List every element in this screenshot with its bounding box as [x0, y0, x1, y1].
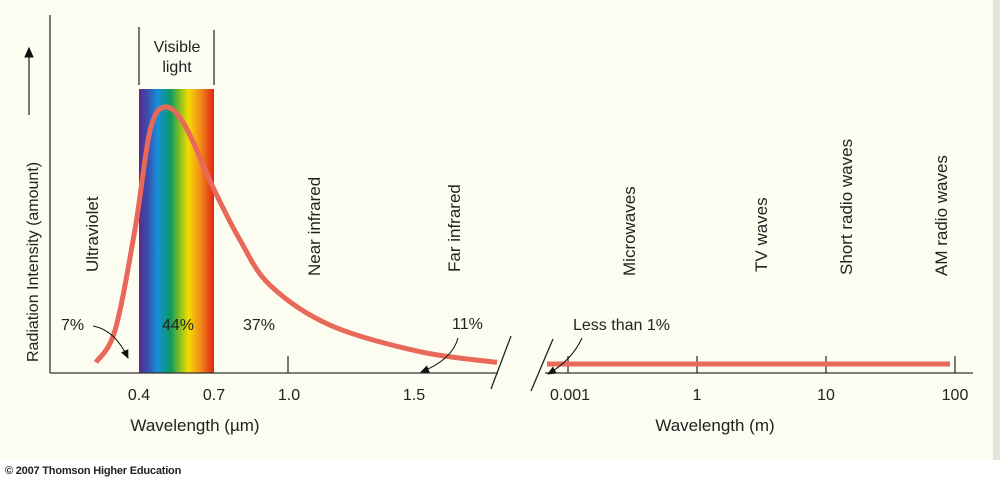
region-am-radio-waves: AM radio waves [932, 155, 951, 276]
x-tick-label-left: 0.7 [203, 387, 225, 404]
visible-label-line1: Visible [154, 39, 201, 56]
region-ultraviolet: Ultraviolet [83, 196, 102, 272]
region-near-infrared: Near infrared [305, 177, 324, 276]
copyright-notice: © 2007 Thomson Higher Education [5, 465, 182, 477]
visible-spectrum-band [139, 89, 214, 373]
axis-break-right [530, 338, 554, 392]
region-short-radio-waves: Short radio waves [837, 139, 856, 275]
x-axis-label-left: Wavelength (µm) [130, 416, 259, 435]
radiation-curve [93, 104, 498, 365]
y-axis-label: Radiation Intensity (amount) [25, 162, 42, 362]
pct-near-infrared: 37% [243, 317, 275, 334]
arrow-ultraviolet-icon [92, 325, 129, 359]
pct-ultraviolet: 7% [61, 317, 84, 334]
region-tv-waves: TV waves [752, 197, 771, 272]
x-tick-label-left: 1.5 [403, 387, 425, 404]
pct-visible: 44% [162, 317, 194, 334]
x-tick-label-left: 0.4 [128, 387, 150, 404]
x-tick-label-right: 1 [693, 387, 702, 404]
arrow-far-infrared-icon [420, 337, 459, 373]
x-tick-label-right: 0.001 [550, 387, 590, 404]
pct-far-infrared: 11% [452, 316, 483, 333]
x-axis-label-right: Wavelength (m) [655, 416, 774, 435]
visible-label-line2: light [162, 59, 192, 76]
region-far-infrared: Far infrared [445, 184, 464, 272]
pct-radio: Less than 1% [573, 317, 670, 334]
x-tick-label-right: 10 [817, 387, 835, 404]
axis-break-left [490, 335, 512, 390]
x-tick-label-right: 100 [942, 387, 969, 404]
arrow-radio-icon [547, 337, 583, 375]
region-microwaves: Microwaves [620, 186, 639, 276]
x-tick-label-left: 1.0 [278, 387, 300, 404]
